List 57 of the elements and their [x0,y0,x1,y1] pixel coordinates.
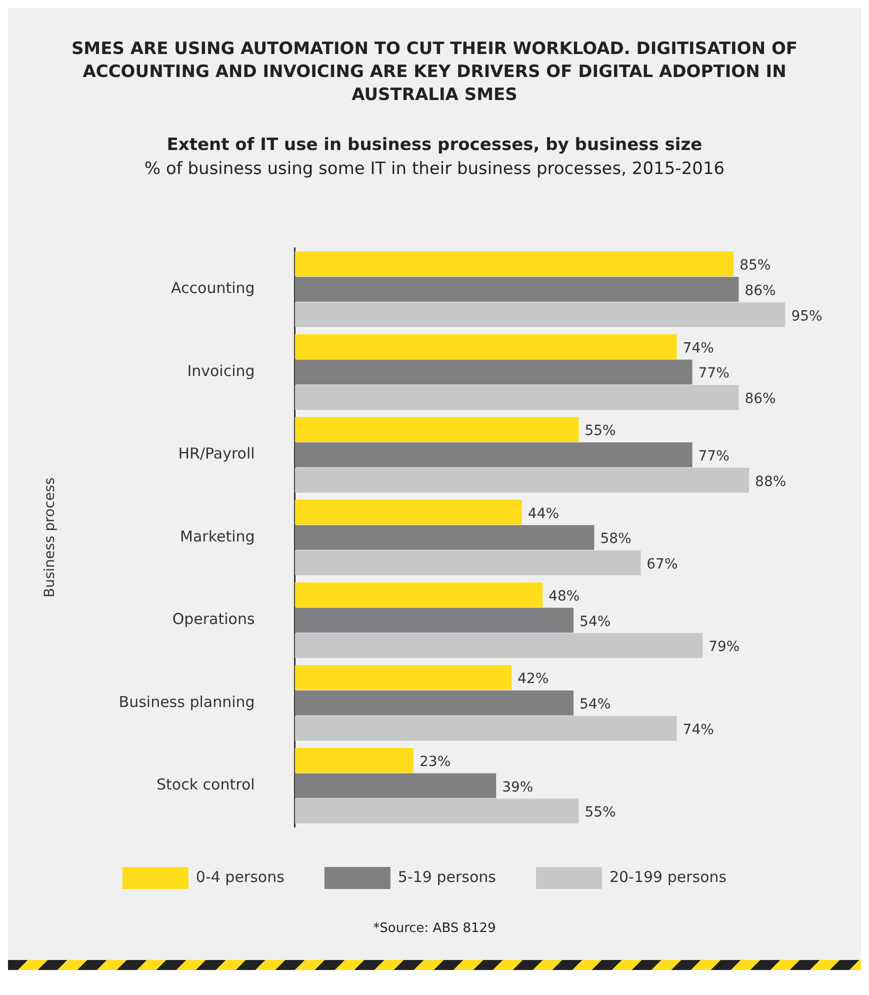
data-label: 42% [518,671,549,688]
bar [294,608,574,633]
bar [294,716,677,741]
data-label: 77% [698,366,730,382]
y-tick-label: Business planning [118,692,255,711]
bar [294,360,692,384]
data-label: 74% [682,722,714,738]
text: % of business using some IT in their business processes, 2015-2016 [143,159,726,179]
data-label: 55% [584,804,616,821]
data-label: 44% [528,506,560,522]
bar [294,442,692,468]
data-label: 48% [548,588,580,604]
bar [294,252,734,276]
bar [294,582,543,608]
data-label: 77% [698,448,730,464]
data-label: 88% [755,474,786,490]
bar [294,798,579,824]
bar [294,334,677,360]
data-label: 79% [708,639,740,656]
data-label: 39% [502,779,534,796]
data-label: 54% [580,614,611,630]
bar [294,690,574,716]
bar [294,385,739,410]
data-label: 58% [600,531,632,548]
data-label: 67% [646,556,678,573]
data-label: 74% [682,340,714,356]
y-tick-label: Accounting [171,279,255,298]
y-tick-label: Invoicing [187,362,255,380]
bar [294,416,579,442]
bar [294,748,414,773]
data-label: 86% [744,391,776,408]
legend-label: 0-4 persons [196,868,285,886]
bar [294,302,786,328]
bar [294,276,739,302]
bar [294,525,594,550]
bar [294,665,512,690]
data-label: 55% [584,423,616,440]
y-tick-label: Marketing [180,527,255,546]
y-tick-label: Stock control [156,776,255,794]
chart-title: SMES ARE USING AUTOMATION TO CUT THEIR WORKLOAD. DIGITISATION OF ACCOUNTING AND INVOICING ARE KEY DRIVERS OF DIGITAL ADOPTION IN AUSTRALIA SMES [70,38,799,107]
data-label: 95% [791,308,822,324]
legend-label: 20-199 persons [609,868,727,886]
bar [294,468,750,493]
y-tick-label: HR/Payroll [178,444,255,463]
data-label: 54% [580,696,611,713]
chart-subtitle: Extent of IT use in business processes, by business size [166,135,704,155]
bar [294,633,703,658]
text: *Source: ABS 8129 [372,921,497,938]
y-tick-label: Operations [172,610,255,628]
data-label: 86% [744,283,776,299]
legend-label: 5-19 persons [398,868,496,886]
bar [294,550,641,576]
bar [294,773,496,798]
y-axis-title: Business process [42,478,58,598]
data-label: 23% [420,754,451,770]
bar [294,500,522,525]
data-label: 85% [740,258,771,274]
